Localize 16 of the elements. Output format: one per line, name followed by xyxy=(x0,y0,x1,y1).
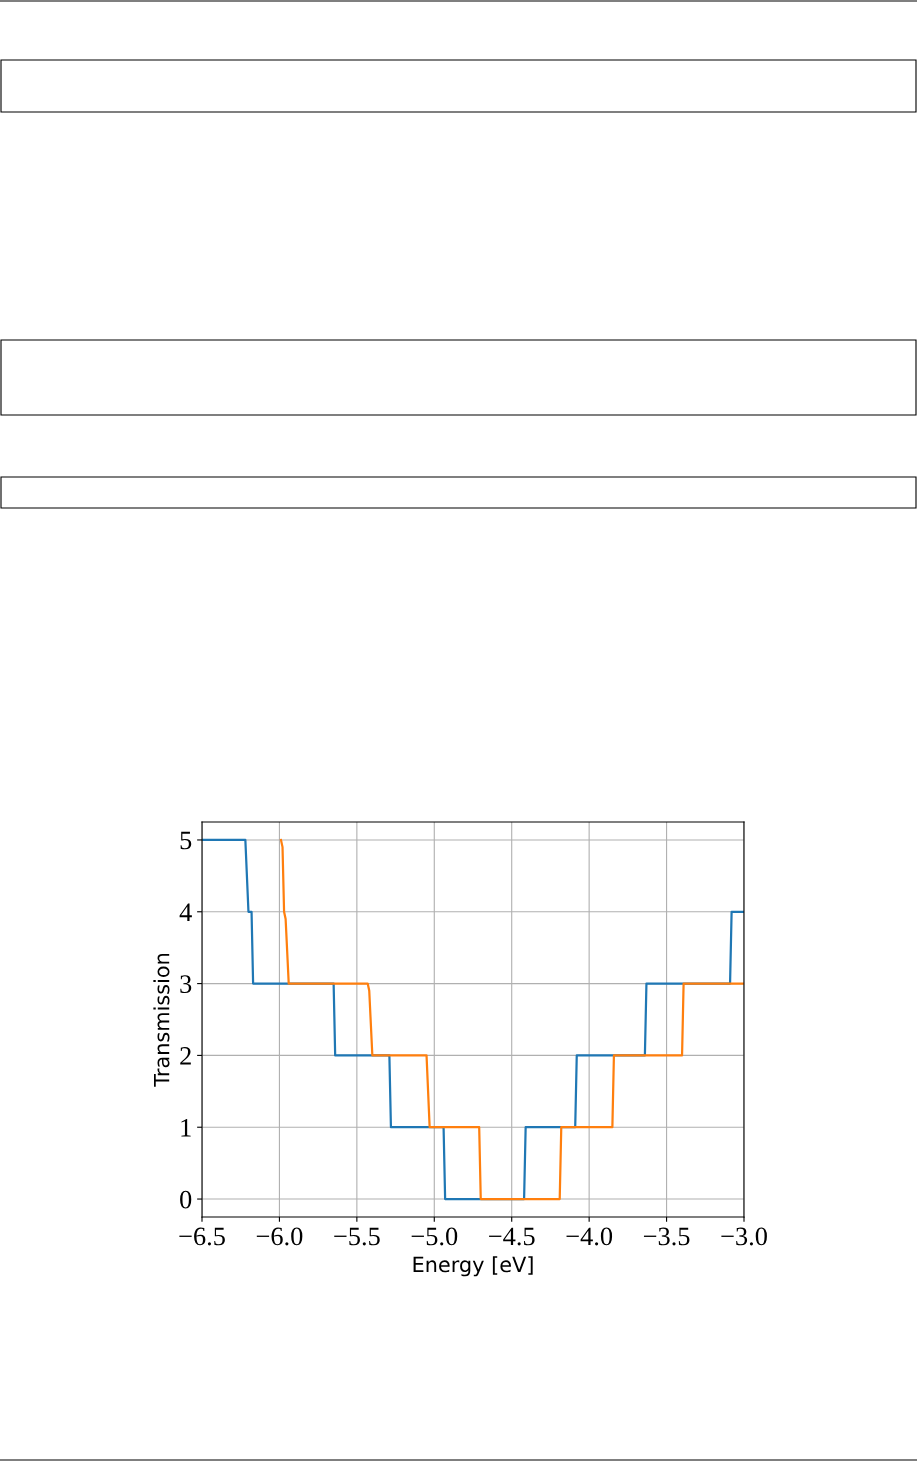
y-tick-label: 0 xyxy=(180,1190,192,1209)
y-tick-label: 2 xyxy=(180,1047,191,1065)
x-tick-label: −4.5 xyxy=(489,1227,535,1246)
x-axis-title: Energy [eV] xyxy=(413,1256,533,1277)
y-tick-label: 1 xyxy=(181,1118,191,1137)
x-tick-label: −3.0 xyxy=(721,1227,767,1246)
y-tick-label: 5 xyxy=(180,831,192,850)
x-tick-label: −5.5 xyxy=(334,1227,380,1246)
x-tick-label: −6.5 xyxy=(179,1227,225,1246)
y-axis-title: Transmission xyxy=(153,953,170,1087)
x-tick-label: −6.0 xyxy=(256,1227,303,1246)
y-tick-label: 3 xyxy=(180,975,192,994)
y-tick-label: 4 xyxy=(179,903,192,921)
x-tick-label: −5.0 xyxy=(411,1227,458,1246)
x-tick-label: −3.5 xyxy=(643,1227,690,1246)
x-tick-label: −4.0 xyxy=(566,1227,613,1246)
